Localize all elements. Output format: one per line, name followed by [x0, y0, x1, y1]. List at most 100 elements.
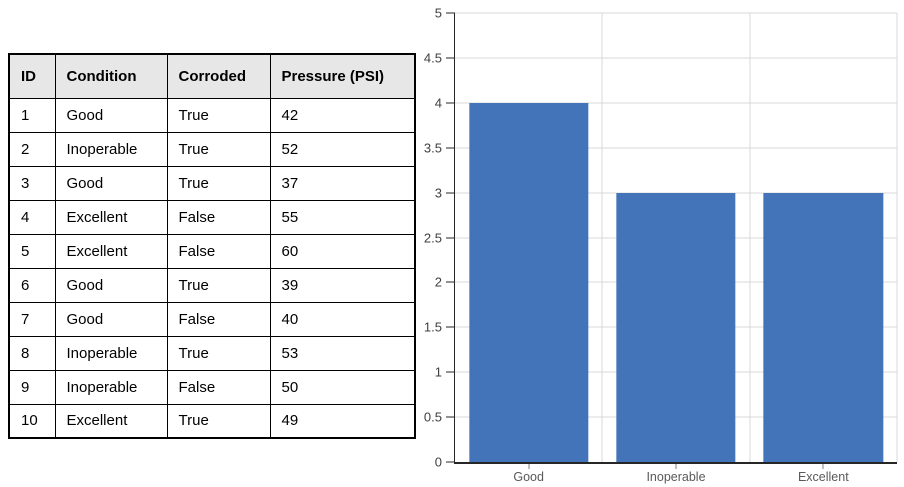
- bar-excellent: [763, 192, 883, 462]
- table-cell: True: [166, 97, 271, 133]
- gridline-horizontal: [455, 192, 897, 194]
- table-cell: False: [166, 369, 271, 405]
- table-cell: 40: [269, 301, 416, 337]
- y-axis-tick-label: 4.5: [423, 50, 442, 66]
- table-row: 3 Good True 37: [8, 165, 416, 201]
- y-axis-tick: [446, 12, 455, 14]
- table-cell: 1: [8, 97, 56, 133]
- gridline-horizontal: [455, 57, 897, 59]
- table-cell: True: [166, 165, 271, 201]
- table-cell: 6: [8, 267, 56, 303]
- table-cell: True: [166, 335, 271, 371]
- table-cell: Inoperable: [54, 131, 168, 167]
- table-cell: Good: [54, 97, 168, 133]
- y-axis-tick: [446, 192, 455, 194]
- y-axis-tick: [446, 57, 455, 59]
- table-cell: 10: [8, 403, 56, 439]
- table-row: 10 Excellent True 49: [8, 403, 416, 439]
- table-cell: False: [166, 199, 271, 235]
- x-axis-tick: [528, 463, 530, 469]
- table-cell: 55: [269, 199, 416, 235]
- table-cell: Excellent: [54, 403, 168, 439]
- table-cell: 9: [8, 369, 56, 405]
- header-cell-corroded: Corroded: [166, 53, 271, 99]
- y-axis-tick-label: 3.5: [423, 140, 442, 156]
- table-cell: 8: [8, 335, 56, 371]
- x-axis-tick-label: Excellent: [797, 470, 849, 484]
- table-cell: 2: [8, 131, 56, 167]
- gridline-horizontal: [455, 147, 897, 149]
- table-cell: Excellent: [54, 233, 168, 269]
- table-cell: True: [166, 131, 271, 167]
- table-header-row: ID Condition Corroded Pressure (PSI): [8, 53, 416, 99]
- table-body: 1 Good True 42 2 Inoperable True 52 3 Good True 37 4…: [8, 97, 416, 439]
- table-row: 6 Good True 39: [8, 267, 416, 303]
- table-row: 8 Inoperable True 53: [8, 335, 416, 371]
- y-axis-tick: [446, 461, 455, 463]
- y-axis-tick: [446, 281, 455, 283]
- table-cell: Inoperable: [54, 335, 168, 371]
- header-cell-id: ID: [8, 53, 56, 99]
- y-axis-tick: [446, 416, 455, 418]
- y-axis-tick-label: 4: [434, 95, 442, 111]
- bar-inoperable: [616, 192, 736, 462]
- table-header: ID Condition Corroded Pressure (PSI): [8, 53, 416, 99]
- gridline-horizontal: [455, 102, 897, 104]
- y-axis-tick: [446, 147, 455, 149]
- table-row: 4 Excellent False 55: [8, 199, 416, 235]
- bar-chart: 0 0.5 1 1.5 2 2.5 3 3.5 4 4.5 5 Good Inoperable Excel…: [424, 7, 898, 483]
- table-cell: 53: [269, 335, 416, 371]
- x-axis-tick: [822, 463, 824, 469]
- gridline-horizontal: [455, 12, 897, 14]
- table-cell: 5: [8, 233, 56, 269]
- table-cell: True: [166, 267, 271, 303]
- table-cell: 37: [269, 165, 416, 201]
- gridline-vertical: [749, 13, 751, 462]
- y-axis-tick-label: 5: [434, 5, 442, 21]
- x-axis-tick-label: Inoperable: [646, 470, 706, 484]
- table-row: 9 Inoperable False 50: [8, 369, 416, 405]
- y-axis-tick-label: 1.5: [423, 319, 442, 335]
- table-row: 2 Inoperable True 52: [8, 131, 416, 167]
- table-cell: True: [166, 403, 271, 439]
- table-cell: False: [166, 233, 271, 269]
- bar-good: [468, 102, 589, 462]
- y-axis-tick: [446, 237, 455, 238]
- table-cell: Good: [54, 301, 168, 337]
- y-axis-tick-label: 0.5: [423, 409, 442, 425]
- table-cell: Inoperable: [54, 369, 168, 405]
- x-axis-line: [453, 462, 897, 464]
- y-axis-tick-label: 2.5: [423, 230, 442, 245]
- table-cell: 39: [269, 267, 416, 303]
- header-cell-pressure: Pressure (PSI): [269, 53, 416, 99]
- table-row: 7 Good False 40: [8, 301, 416, 337]
- x-axis-tick-label: Good: [513, 470, 544, 484]
- header-cell-condition: Condition: [54, 53, 168, 99]
- table-cell: Excellent: [54, 199, 168, 235]
- y-axis-tick-label: 2: [434, 274, 442, 290]
- table-cell: 60: [269, 233, 416, 269]
- y-axis-line: [453, 13, 455, 462]
- gridline-vertical: [601, 13, 603, 462]
- y-axis-tick-label: 3: [434, 185, 442, 201]
- y-axis-tick-label: 1: [434, 364, 442, 380]
- y-axis-tick: [446, 102, 455, 104]
- y-axis-tick: [446, 371, 455, 373]
- table-cell: 4: [8, 199, 56, 235]
- table-cell: Good: [54, 267, 168, 303]
- x-axis-tick: [675, 463, 677, 469]
- table-cell: False: [166, 301, 271, 337]
- table-cell: 49: [269, 403, 416, 439]
- table-row: 1 Good True 42: [8, 97, 416, 133]
- table-cell: 3: [8, 165, 56, 201]
- pipes-data-table: ID Condition Corroded Pressure (PSI) 1 Go…: [8, 53, 416, 439]
- table-row: 5 Excellent False 60: [8, 233, 416, 269]
- chart-plot-area: 0 0.5 1 1.5 2 2.5 3 3.5 4 4.5 5 Good Inoperable Excel…: [424, 7, 898, 483]
- table-cell: 52: [269, 131, 416, 167]
- table-cell: Good: [54, 165, 168, 201]
- table-cell: 7: [8, 301, 56, 337]
- gridline-vertical: [896, 13, 898, 462]
- table-cell: 50: [269, 369, 416, 405]
- y-axis-tick: [446, 326, 455, 328]
- table-cell: 42: [269, 97, 416, 133]
